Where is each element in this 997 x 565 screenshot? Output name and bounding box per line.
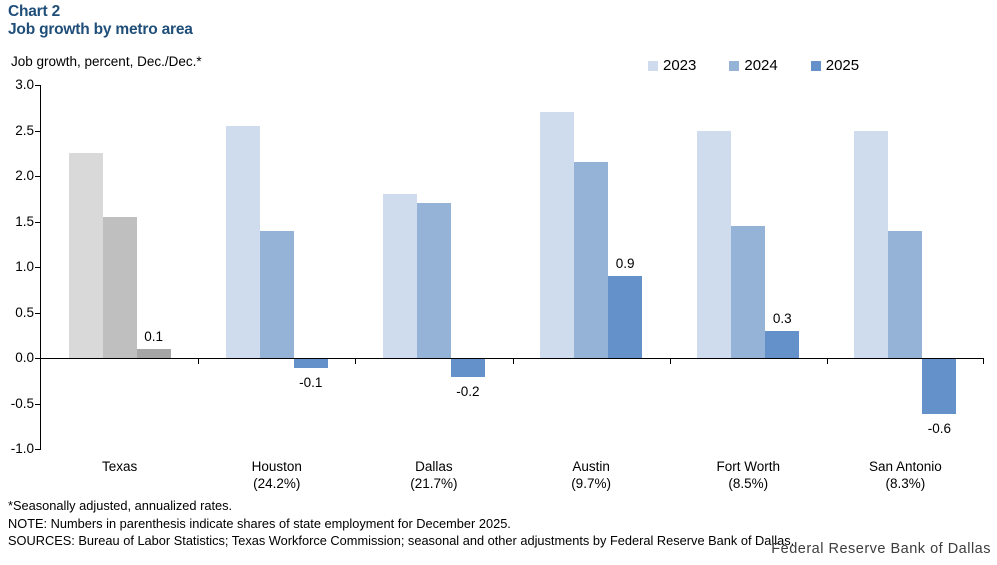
y-axis-tick-label: 2.0 [15,168,34,183]
footnote-seasonal: *Seasonally adjusted, annualized rates. [8,498,233,513]
category-share-label: (8.5%) [728,476,769,491]
chart-footnotes: *Seasonally adjusted, annualized rates. … [8,497,794,550]
y-axis-tick-label: 1.5 [15,213,34,229]
legend-item-2024: 2024 [729,57,778,74]
chart-number: Chart 2 [8,3,61,20]
bar-2025-dallas [450,359,485,378]
category-share-label: (24.2%) [253,476,301,491]
y-axis-tick [35,221,41,223]
x-axis-tick [983,359,984,364]
y-axis-tick [35,449,41,450]
category-label-houston: Houston (24.2%) [198,458,355,492]
x-axis-tick [198,359,199,364]
legend-label: 2025 [825,57,860,74]
legend-item-2023: 2023 [648,57,696,74]
y-axis-unit-label: Job growth, percent, Dec./Dec.* [11,54,202,69]
y-axis-tick-label: 1.0 [15,259,34,274]
bar-2024-dallas [416,203,451,358]
x-axis-tick [355,359,356,364]
y-axis-tick [35,267,41,268]
category-name: Dallas [415,459,453,474]
y-axis-tick [35,358,41,359]
y-axis-tick [35,176,41,177]
y-axis-tick-label: 3.0 [15,77,34,92]
bar-2023-austin [540,112,575,358]
bar-2024-fort-worth [731,226,766,358]
y-axis-tick [35,312,41,314]
y-axis-tick-label: 0.5 [15,304,34,320]
bar-2024-austin [574,162,609,358]
bar-value-label: 0.1 [144,328,163,344]
category-name: Houston [251,459,302,474]
plot-area: 0.1 -0.1 -0.2 0.9 0.3 -0.6 Texas Houston (24.2%)… [35,85,984,491]
source-attribution: Federal Reserve Bank of Dallas [771,541,991,557]
page-title: Job growth by metro area [8,21,193,38]
category-share-label: (9.7%) [571,476,611,491]
legend-swatch-icon [648,60,658,71]
bar-2024-texas [102,216,137,358]
legend-label: 2023 [663,57,697,74]
bar-2025-texas [136,348,171,358]
legend: 2023 2024 2025 [648,57,859,74]
category-label-austin: Austin (9.7%) [513,458,670,492]
category-label-texas: Texas [41,458,198,475]
y-axis-tick-label: -0.5 [10,395,34,411]
footnote-sources: SOURCES: Bureau of Labor Statistics; Tex… [8,533,795,548]
legend-swatch-icon [810,60,821,71]
footnote-note: NOTE: Numbers in parenthesis indicate sh… [8,515,511,531]
y-axis-tick [35,403,41,405]
legend-item-2025: 2025 [810,57,860,74]
y-axis-tick [35,130,41,132]
bar-value-label: -0.6 [927,420,952,436]
x-axis-line [41,358,984,359]
bar-2023-houston [225,125,260,358]
x-axis-tick [670,359,671,364]
category-share-label: (8.3%) [885,476,926,491]
bar-2023-dallas [382,194,417,358]
y-axis-tick-label: 0.0 [15,350,34,365]
category-name: San Antonio [868,459,942,474]
bar-2025-san-antonio [922,359,957,414]
y-axis-tick [35,85,41,86]
category-name: Fort Worth [716,459,780,474]
bar-2025-fort-worth [765,330,800,358]
bar-value-label: 0.3 [772,310,792,326]
x-axis-tick [827,359,828,364]
category-share-label: (21.7%) [410,476,458,491]
category-name: Texas [101,459,138,474]
bar-2025-austin [608,276,643,358]
y-axis-tick-label: -1.0 [10,441,34,456]
bar-value-label: -0.2 [456,384,480,400]
category-label-san-antonio: San Antonio (8.3%) [827,458,984,492]
legend-swatch-icon [729,60,740,71]
bar-2023-fort-worth [697,130,732,358]
category-label-fort-worth: Fort Worth (8.5%) [670,458,827,492]
chart-header: Chart 2 Job growth by metro area [8,3,193,39]
bar-2025-houston [293,359,328,369]
bar-2023-texas [68,153,103,358]
bar-2023-san-antonio [854,130,889,358]
bar-2024-houston [259,230,294,358]
legend-label: 2024 [744,57,778,74]
bar-value-label: -0.1 [299,375,323,391]
y-axis-tick-label: 2.5 [15,122,34,138]
bar-value-label: 0.9 [615,256,635,272]
category-name: Austin [572,459,610,474]
bar-chart: 3.0 2.5 2.0 1.5 1.0 0.5 0.0 -0.5 -1.0 0.1 -0.1 -0.… [0,77,997,505]
bar-2024-san-antonio [888,230,923,358]
category-label-dallas: Dallas (21.7%) [355,458,512,492]
x-axis-tick [513,359,514,364]
